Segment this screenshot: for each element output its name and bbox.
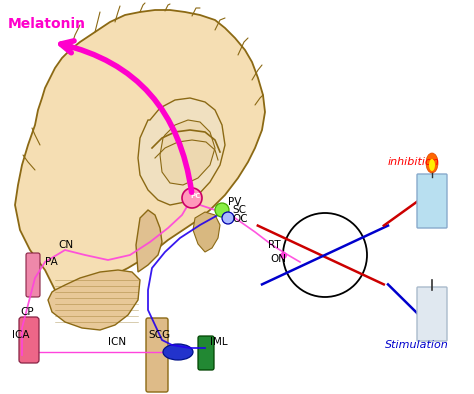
FancyBboxPatch shape bbox=[19, 317, 39, 363]
Ellipse shape bbox=[429, 159, 435, 171]
Ellipse shape bbox=[163, 344, 193, 360]
Text: OC: OC bbox=[232, 214, 247, 224]
FancyBboxPatch shape bbox=[417, 174, 447, 228]
Polygon shape bbox=[136, 210, 162, 272]
Circle shape bbox=[222, 212, 234, 224]
Circle shape bbox=[182, 188, 202, 208]
Text: Melatonin: Melatonin bbox=[8, 17, 86, 31]
Ellipse shape bbox=[426, 153, 438, 173]
Text: CP: CP bbox=[20, 307, 34, 317]
Text: SC: SC bbox=[232, 205, 246, 215]
Text: PC: PC bbox=[191, 193, 201, 199]
FancyBboxPatch shape bbox=[26, 253, 40, 297]
Text: ICN: ICN bbox=[108, 337, 126, 347]
FancyBboxPatch shape bbox=[417, 287, 447, 341]
Text: PV: PV bbox=[228, 197, 241, 207]
Text: CN: CN bbox=[58, 240, 73, 250]
Polygon shape bbox=[193, 212, 220, 252]
Text: RT: RT bbox=[268, 240, 281, 250]
Text: inhibition: inhibition bbox=[388, 157, 440, 167]
Text: IML: IML bbox=[210, 337, 228, 347]
Polygon shape bbox=[138, 98, 225, 205]
FancyBboxPatch shape bbox=[146, 318, 168, 392]
Polygon shape bbox=[15, 10, 265, 290]
Circle shape bbox=[215, 203, 229, 217]
Polygon shape bbox=[48, 270, 140, 330]
Polygon shape bbox=[160, 120, 215, 185]
Text: PA: PA bbox=[45, 257, 58, 267]
Text: Stimulation: Stimulation bbox=[385, 340, 449, 350]
Text: SCG: SCG bbox=[148, 330, 170, 340]
FancyBboxPatch shape bbox=[198, 336, 214, 370]
Text: ON: ON bbox=[270, 254, 286, 264]
Circle shape bbox=[283, 213, 367, 297]
Text: ICA: ICA bbox=[12, 330, 29, 340]
